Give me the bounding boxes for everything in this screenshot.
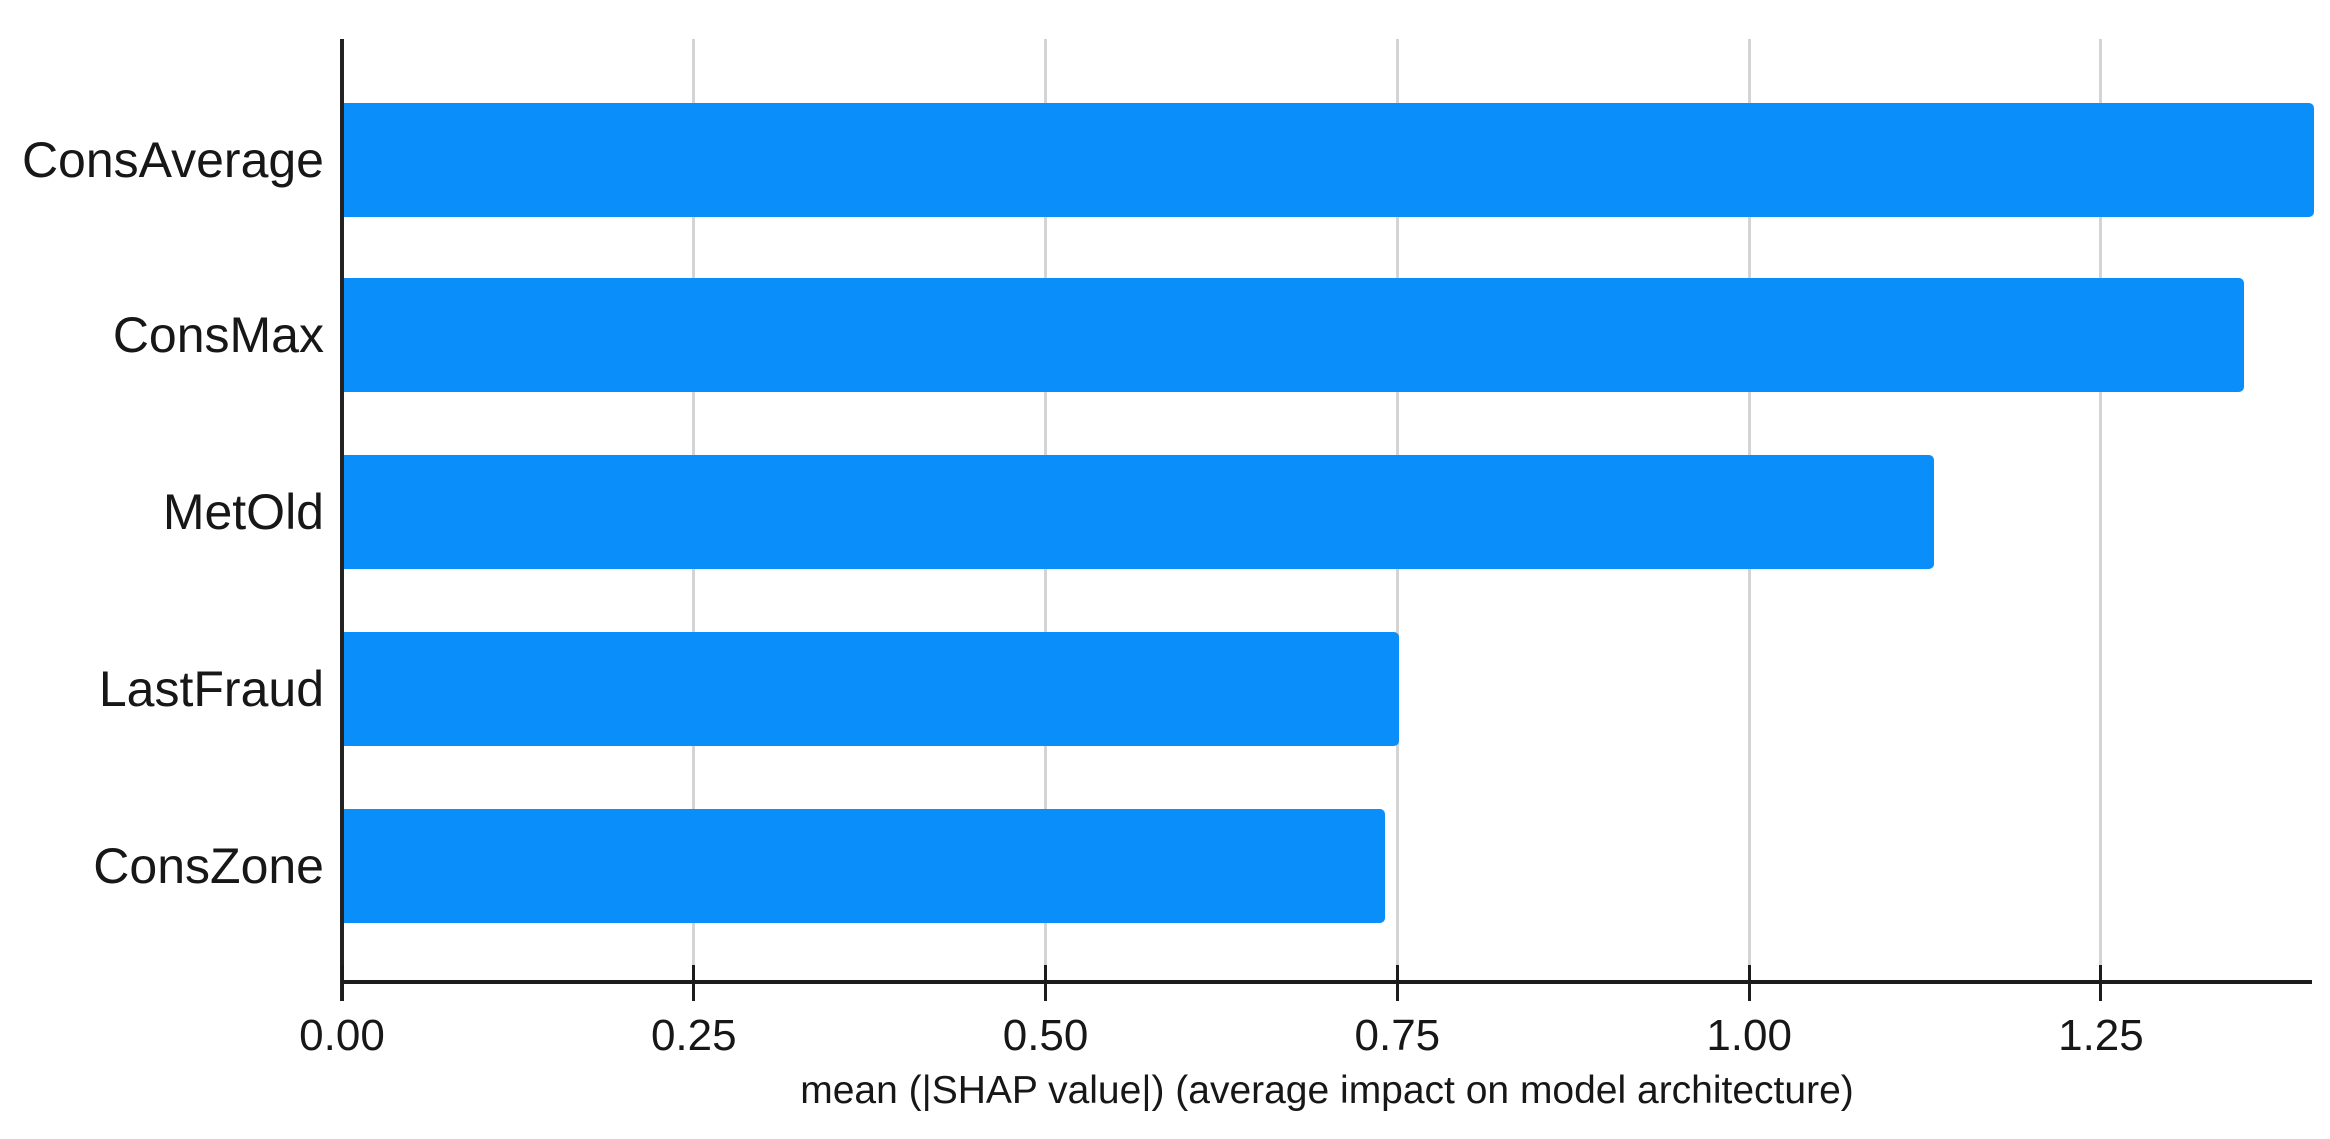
x-axis-tick-0.00 (340, 965, 344, 1001)
x-axis-title: mean (|SHAP value|) (average impact on m… (800, 1069, 1854, 1112)
x-tick-label-1.25: 1.25 (2058, 1011, 2144, 1060)
x-tick-label-0.75: 0.75 (1354, 1011, 1441, 1060)
x-tick-label-1.00: 1.00 (1706, 1011, 1792, 1060)
x-axis-tick-0.75 (1395, 965, 1399, 1001)
x-axis-tick-1.25 (2099, 965, 2103, 1001)
plot-area (342, 39, 2314, 983)
x-axis-tick-1.00 (1747, 965, 1751, 1001)
y-axis-label-metold: MetOld (162, 484, 324, 540)
y-axis-label-conszone: ConsZone (93, 838, 324, 894)
bar-metold (344, 455, 1935, 569)
y-axis-line (340, 39, 344, 1001)
bar-consmax (344, 278, 2244, 392)
x-tick-label-0.50: 0.50 (1002, 1011, 1089, 1060)
gridline-1.25 (2099, 39, 2103, 980)
y-axis-label-consaverage: ConsAverage (21, 132, 324, 188)
bar-conszone (344, 809, 1386, 923)
x-tick-label-0.00: 0.00 (299, 1011, 385, 1060)
y-axis-label-consmax: ConsMax (112, 307, 324, 363)
x-axis-tick-0.25 (692, 965, 696, 1001)
bar-lastfraud (344, 632, 1400, 746)
x-tick-label-0.25: 0.25 (650, 1011, 737, 1060)
x-axis-line (342, 980, 2312, 984)
bar-consaverage (344, 103, 2314, 217)
y-axis-label-lastfraud: LastFraud (98, 661, 324, 717)
x-axis-tick-0.50 (1044, 965, 1048, 1001)
